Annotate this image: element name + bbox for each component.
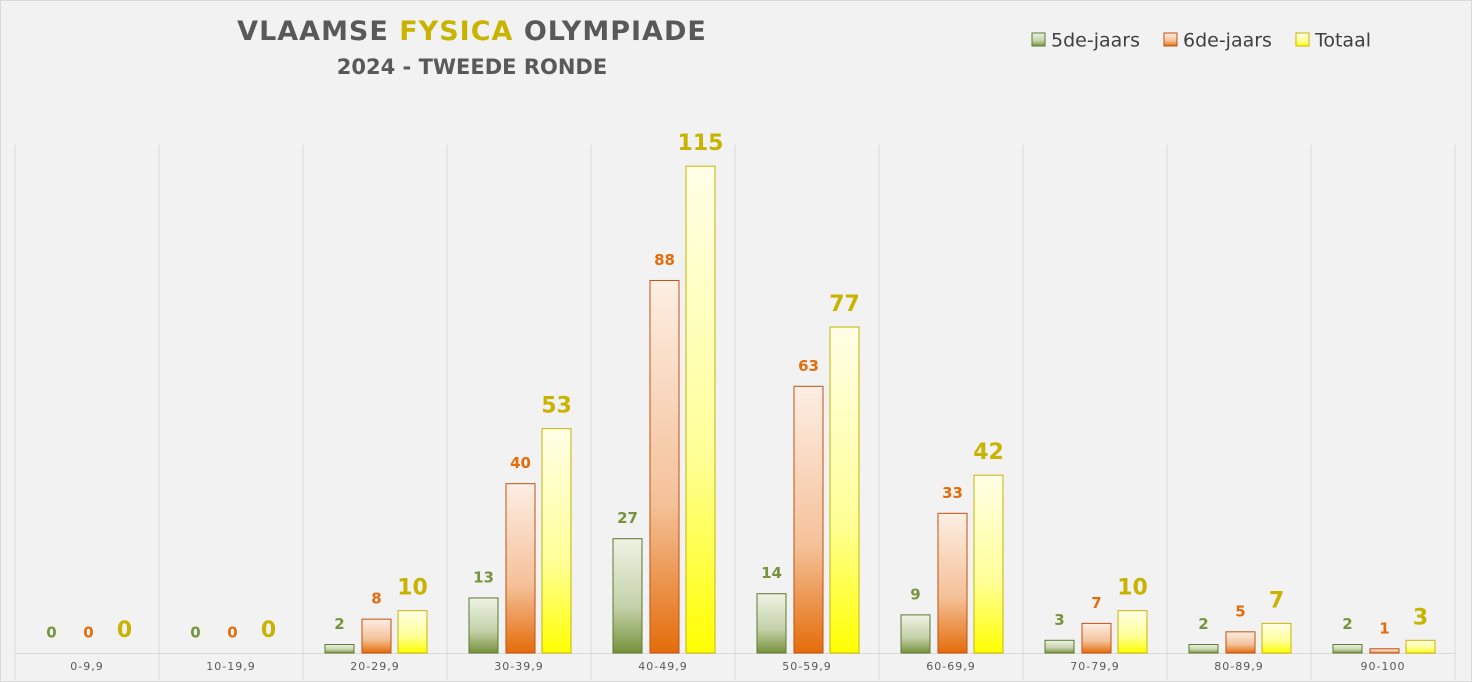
bar [324, 644, 355, 654]
bar [1261, 622, 1292, 654]
data-label: 40 [510, 454, 531, 472]
x-tick-label: 20-29,9 [350, 660, 399, 673]
legend-label: Totaal [1314, 30, 1371, 52]
legend-label: 5de-jaars [1051, 30, 1140, 52]
x-tick-label: 30-39,9 [494, 660, 543, 673]
data-label: 1 [1379, 619, 1389, 637]
data-label: 42 [973, 440, 1004, 465]
bar [397, 610, 428, 654]
data-label: 0 [190, 624, 200, 642]
bar [900, 614, 931, 654]
bar [612, 538, 643, 654]
bar [361, 618, 392, 654]
data-label: 0 [46, 624, 56, 642]
bar [1225, 631, 1256, 654]
title-part: FYSICA [399, 16, 513, 47]
x-tick-label: 50-59,9 [782, 660, 831, 673]
data-label: 3 [1413, 605, 1428, 630]
data-label: 88 [654, 251, 675, 269]
title-part: OLYMPIADE [524, 16, 707, 47]
data-label: 77 [829, 292, 860, 317]
x-tick-label: 0-9,9 [70, 660, 103, 673]
bar [1081, 622, 1112, 654]
data-label: 115 [678, 131, 724, 156]
data-label: 7 [1269, 588, 1284, 613]
data-label: 0 [117, 618, 132, 643]
data-label: 0 [227, 624, 237, 642]
data-label: 0 [261, 618, 276, 643]
data-label: 7 [1091, 594, 1101, 612]
bar [1369, 648, 1400, 654]
data-label: 3 [1054, 611, 1064, 629]
data-label: 10 [397, 576, 428, 601]
bar [1044, 639, 1075, 654]
bar [937, 512, 968, 654]
data-label: 53 [541, 394, 572, 419]
bar [1117, 610, 1148, 654]
data-label: 5 [1235, 602, 1245, 620]
x-tick-label: 70-79,9 [1070, 660, 1119, 673]
bar [685, 165, 716, 654]
bar [1405, 639, 1436, 654]
bar [973, 474, 1004, 654]
x-tick-label: 60-69,9 [926, 660, 975, 673]
legend-swatch [1163, 32, 1178, 47]
data-label: 2 [1342, 615, 1352, 633]
legend-swatch [1031, 32, 1046, 47]
title-part: VLAAMSE [237, 16, 389, 47]
bar [1332, 644, 1363, 654]
data-label: 2 [1198, 615, 1208, 633]
bar [1188, 644, 1219, 654]
chart-subtitle: 2024 - TWEEDE RONDE [337, 55, 607, 79]
bar [541, 428, 572, 654]
x-tick-label: 90-100 [1361, 660, 1406, 673]
data-label: 14 [761, 564, 782, 582]
bar [649, 279, 680, 654]
data-label: 63 [798, 357, 819, 375]
data-label: 9 [910, 585, 920, 603]
x-tick-label: 40-49,9 [638, 660, 687, 673]
data-label: 13 [473, 568, 494, 586]
legend-swatch [1295, 32, 1310, 47]
x-tick-label: 80-89,9 [1214, 660, 1263, 673]
bar [829, 326, 860, 654]
bar [793, 385, 824, 654]
data-label: 0 [83, 624, 93, 642]
data-label: 2 [334, 615, 344, 633]
data-label: 33 [942, 484, 963, 502]
x-tick-label: 10-19,9 [206, 660, 255, 673]
legend-label: 6de-jaars [1183, 30, 1272, 52]
chart-title: VLAAMSE FYSICA OLYMPIADE [237, 16, 707, 47]
data-label: 27 [617, 509, 638, 527]
data-label: 10 [1117, 576, 1148, 601]
bar [505, 483, 536, 654]
data-label: 8 [371, 590, 381, 608]
bar [468, 597, 499, 654]
bar [756, 593, 787, 654]
